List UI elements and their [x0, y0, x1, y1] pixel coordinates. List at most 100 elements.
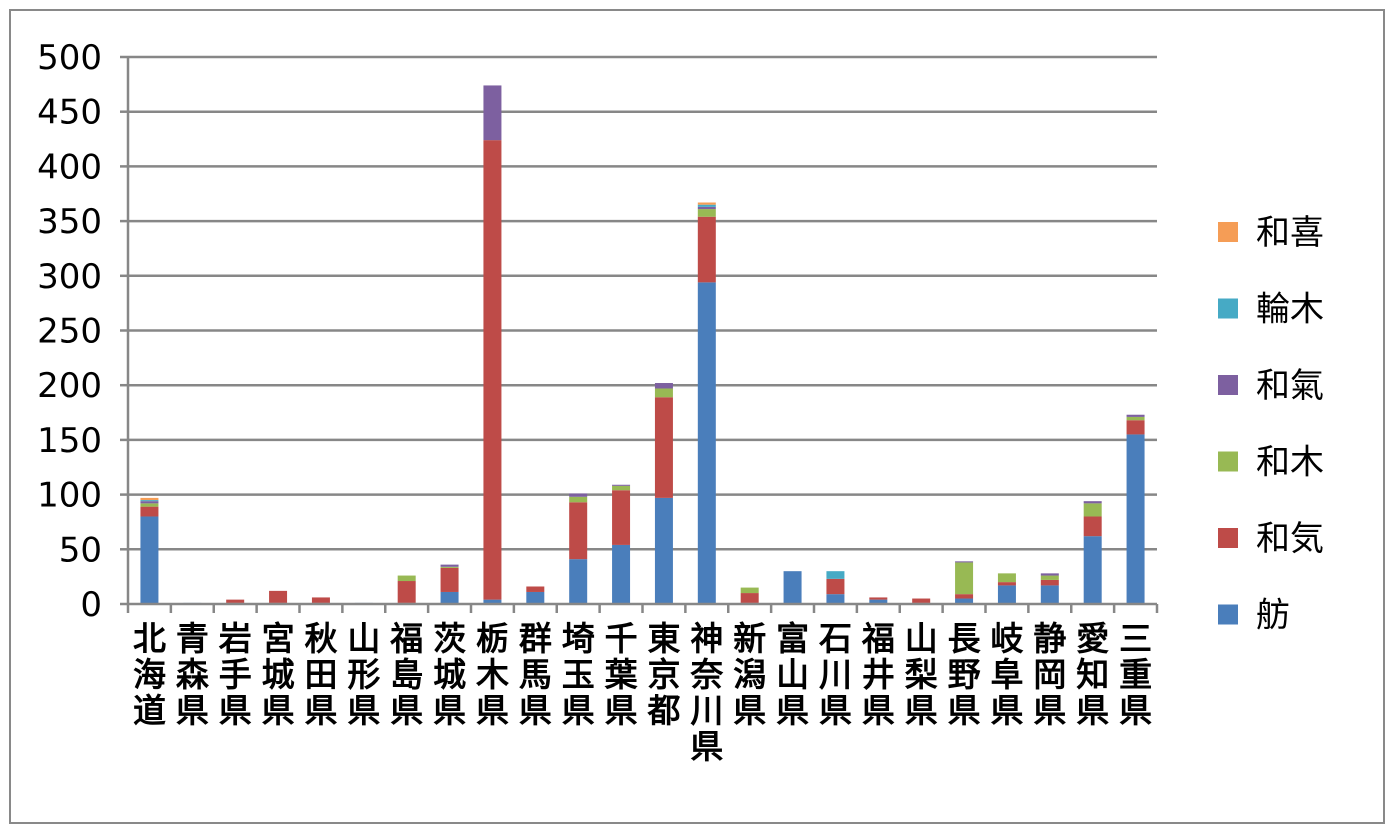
y-tick-label: 100	[37, 476, 102, 516]
bar-segment	[140, 516, 159, 604]
bars	[140, 85, 1145, 604]
legend-label: 輪木	[1256, 290, 1324, 330]
bar-segment	[569, 559, 588, 604]
bar-segment	[697, 206, 716, 210]
bar-segment	[140, 503, 159, 507]
x-tick-label: 群馬県	[519, 619, 552, 730]
bar-segment	[1126, 414, 1145, 417]
x-tick-label: 岩手県	[219, 619, 252, 730]
x-tick-label: 新潟県	[733, 619, 766, 730]
bar-segment	[997, 582, 1016, 586]
x-tick-label: 秋田県	[304, 619, 337, 730]
bar-segment	[1126, 420, 1145, 435]
y-tick-label: 450	[37, 93, 102, 133]
y-tick-label: 400	[37, 147, 102, 187]
bar-segment	[1040, 573, 1059, 576]
bar-segment	[397, 581, 416, 603]
y-tick-label: 0	[80, 585, 102, 625]
bar-segment	[869, 597, 888, 600]
chart-frame	[9, 9, 1385, 824]
bar-segment	[1083, 516, 1102, 537]
bar-segment	[955, 561, 974, 563]
bar-segment	[269, 590, 288, 603]
bar-segment	[483, 85, 502, 141]
bar-segment	[654, 383, 673, 389]
legend-label: 和気	[1256, 519, 1324, 559]
y-tick-label: 300	[37, 257, 102, 297]
bar-segment	[869, 599, 888, 604]
bar-segment	[569, 496, 588, 503]
bar-segment	[997, 585, 1016, 604]
bar-segment	[483, 599, 502, 604]
bar-segment	[483, 140, 502, 600]
bar-segment	[1040, 585, 1059, 604]
bar-segment	[1126, 434, 1145, 604]
x-tick-label: 神奈川県	[689, 619, 723, 766]
x-tick-label: 青森県	[176, 619, 210, 730]
x-tick-label: 埼玉県	[562, 619, 595, 730]
bar-segment	[740, 587, 759, 594]
x-tick-label: 富山県	[776, 619, 809, 730]
x-tick-label: 静岡県	[1033, 619, 1066, 730]
x-tick-labels: 北海道青森県岩手県宮城県秋田県山形県福島県茨城県栃木県群馬県埼玉県千葉県東京都神…	[133, 619, 1152, 766]
y-tick-label: 150	[37, 421, 102, 461]
bar-segment	[654, 397, 673, 498]
bar-segment	[955, 598, 974, 604]
legend-label: 和喜	[1256, 213, 1324, 253]
x-tick-label: 福島県	[389, 619, 423, 730]
bar-segment	[526, 586, 545, 592]
bar-segment	[226, 599, 245, 603]
bar-segment	[440, 566, 459, 568]
bar-segment	[311, 597, 330, 603]
bar-segment	[955, 562, 974, 595]
bar-segment	[697, 202, 716, 205]
x-tick-label: 山梨県	[905, 619, 938, 730]
x-tick-label: 山形県	[347, 619, 380, 730]
legend-swatch	[1218, 604, 1238, 625]
bar-segment	[697, 209, 716, 217]
x-tick-label: 福井県	[861, 619, 895, 730]
bar-segment	[826, 578, 845, 595]
x-tick-label: 茨城県	[433, 619, 466, 730]
bar-segment	[526, 591, 545, 604]
bar-segment	[440, 564, 459, 567]
gridlines	[128, 55, 1157, 551]
bar-segment	[440, 567, 459, 592]
bar-segment	[740, 593, 759, 603]
bar-segment	[654, 497, 673, 604]
bar-segment	[1126, 416, 1145, 421]
x-tick-label: 愛知県	[1076, 619, 1109, 730]
bar-segment	[612, 485, 631, 491]
legend-label: 和木	[1256, 443, 1324, 483]
bar-segment	[997, 573, 1016, 583]
bar-segment	[955, 594, 974, 599]
y-tick-labels: 0 50 100 150 200 250 300 350 400 450 500	[37, 38, 102, 625]
bar-segment	[1040, 575, 1059, 580]
bar-segment	[612, 484, 631, 486]
legend-swatch	[1218, 222, 1238, 242]
bar-segment	[1083, 503, 1102, 517]
bar-segment	[140, 497, 159, 501]
bar-segment	[569, 493, 588, 497]
bar-segment	[140, 501, 159, 504]
bar-segment	[397, 575, 416, 582]
bar-segment	[612, 544, 631, 604]
bar-segment	[1083, 536, 1102, 604]
legend-label: 舫	[1256, 596, 1290, 636]
x-tick-label: 長野県	[948, 619, 982, 730]
bar-segment	[654, 388, 673, 398]
bar-segment	[826, 594, 845, 604]
axes	[120, 55, 1159, 613]
legend-swatch	[1218, 528, 1238, 548]
bar-segment	[569, 502, 588, 560]
y-tick-label: 200	[37, 366, 102, 406]
bar-segment	[140, 500, 159, 502]
x-tick-label: 岐阜県	[990, 619, 1023, 730]
bar-segment	[612, 490, 631, 545]
bar-segment	[140, 506, 159, 517]
y-tick-label: 350	[37, 202, 102, 242]
bar-segment	[912, 598, 931, 603]
y-tick-label: 50	[59, 530, 102, 570]
bar-segment	[783, 571, 802, 604]
